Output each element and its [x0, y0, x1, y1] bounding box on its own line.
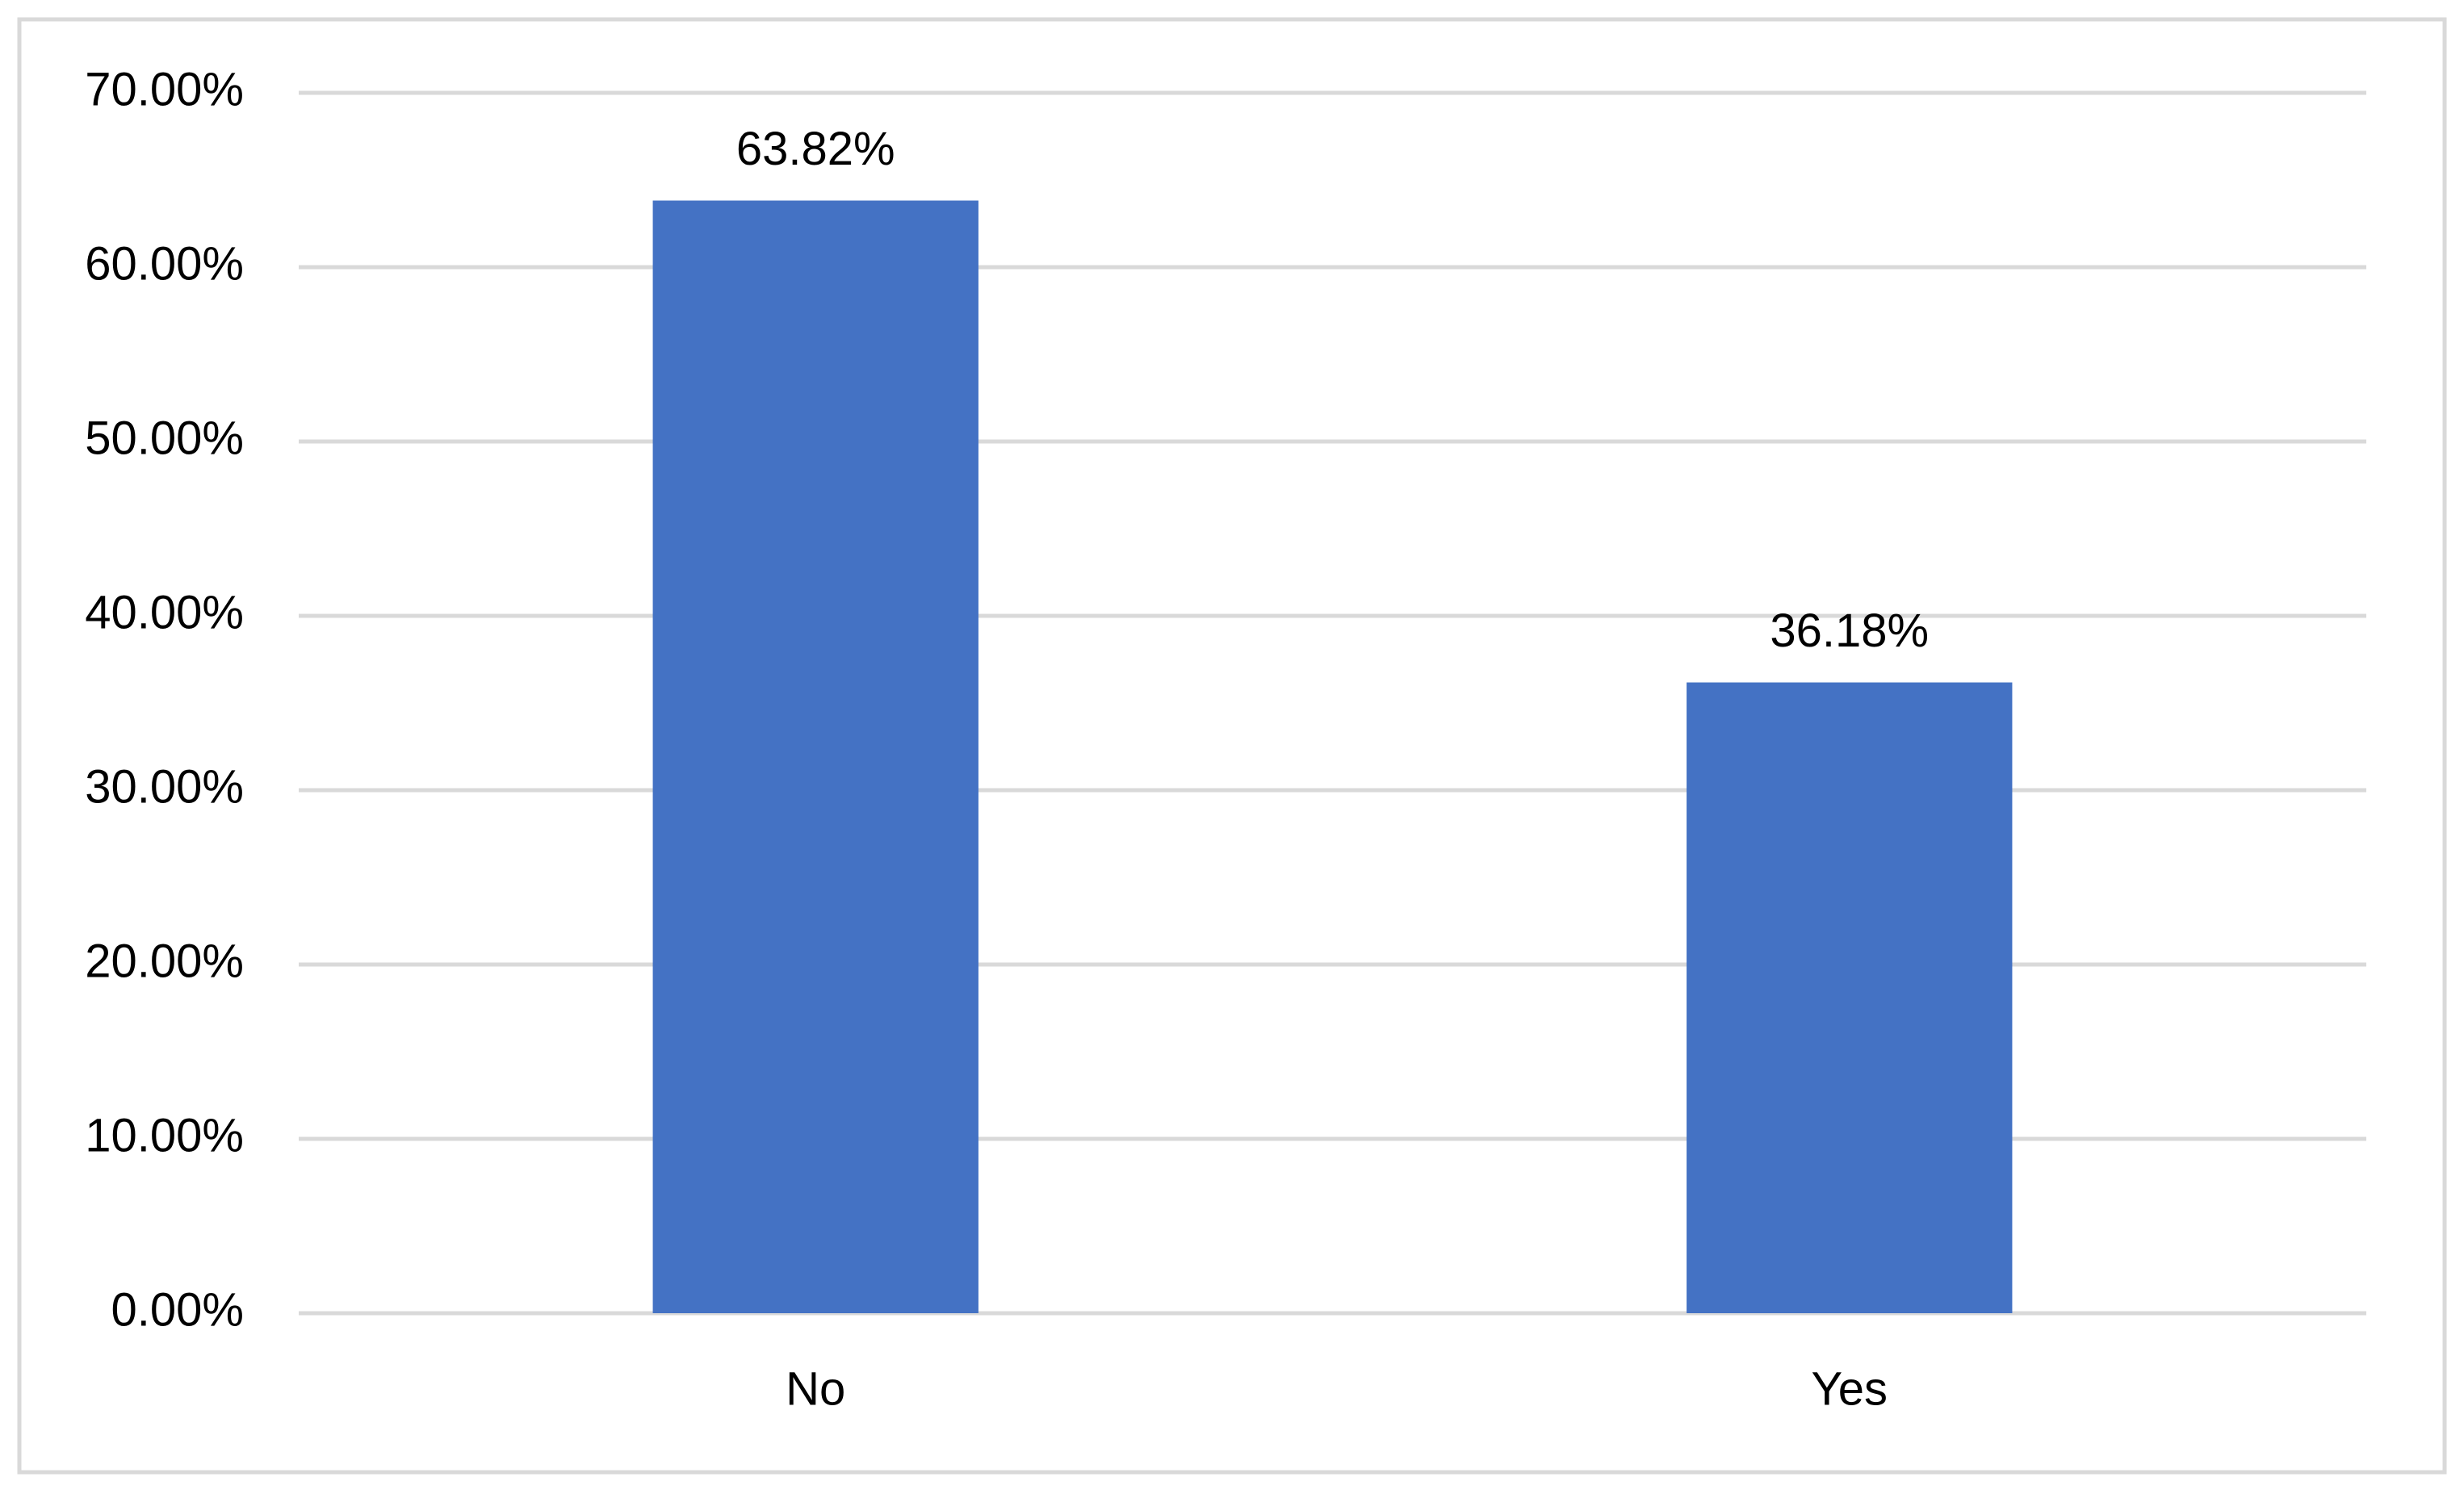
y-tick-label: 10.00%: [85, 1109, 244, 1161]
x-tick-label: No: [786, 1362, 845, 1415]
y-tick-label: 0.00%: [111, 1283, 244, 1336]
data-label: 63.82%: [736, 123, 895, 175]
x-tick-label: Yes: [1811, 1362, 1888, 1415]
chart-frame: [17, 17, 2447, 1475]
data-label: 36.18%: [1770, 605, 1929, 657]
y-tick-label: 20.00%: [85, 935, 244, 987]
y-tick-label: 40.00%: [85, 586, 244, 638]
y-tick-label: 70.00%: [85, 63, 244, 115]
y-tick-label: 50.00%: [85, 412, 244, 464]
y-tick-label: 30.00%: [85, 760, 244, 813]
bar: [652, 200, 978, 1313]
y-tick-label: 60.00%: [85, 237, 244, 290]
bar: [1687, 682, 2013, 1313]
